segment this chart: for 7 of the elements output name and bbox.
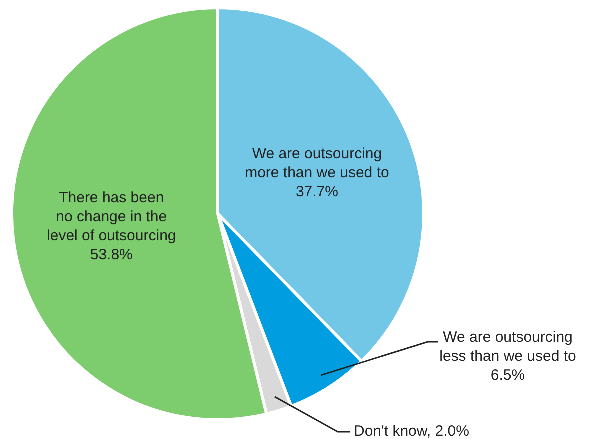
data-label: 53.8% bbox=[90, 246, 133, 264]
data-label: 37.7% bbox=[296, 184, 338, 201]
slice-label: We are outsourcing more than we used to bbox=[245, 146, 390, 182]
data-label: 6.5% bbox=[490, 366, 526, 384]
slice-label: We are outsourcing less than we used to bbox=[440, 328, 576, 365]
slice-label: There has been no change in the level of outsourcing bbox=[47, 189, 176, 244]
slice-label: Don't know, 2.0% bbox=[354, 422, 470, 439]
